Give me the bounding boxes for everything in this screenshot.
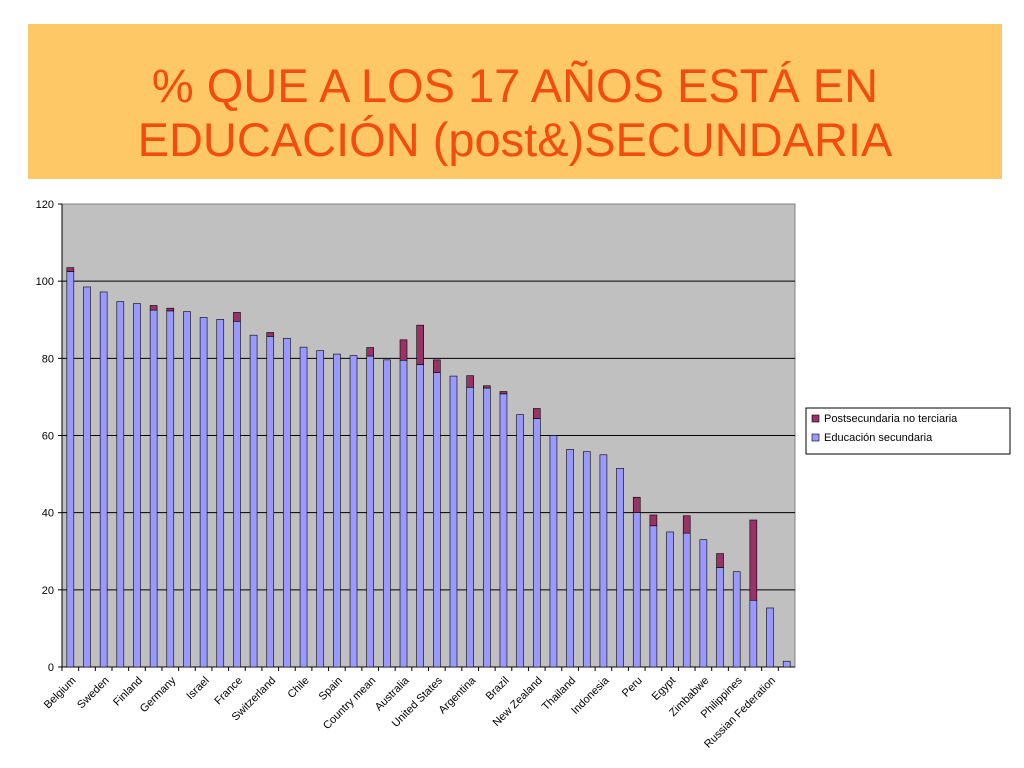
bar-secundaria <box>732 571 741 668</box>
bar-secundaria <box>632 512 641 668</box>
category-label: Sweden <box>75 675 112 712</box>
category-label: Brazil <box>484 675 512 703</box>
bar-postsecundaria <box>233 312 241 322</box>
bar-postsecundaria <box>632 496 641 513</box>
legend-swatch <box>811 414 820 423</box>
bar-postsecundaria <box>716 553 724 568</box>
bar-secundaria <box>782 660 791 668</box>
bar-secundaria <box>566 449 574 668</box>
category-label: Israel <box>184 675 212 703</box>
bar-secundaria <box>316 350 325 668</box>
category-label: Indonesia <box>569 674 612 717</box>
bar-secundaria <box>116 301 125 668</box>
bar-secundaria <box>183 311 191 668</box>
y-tick-label: 0 <box>48 662 54 674</box>
title-banner: % QUE A LOS 17 AÑOS ESTÁ EN EDUCACIÓN (p… <box>28 24 1002 179</box>
bar-secundaria <box>283 337 291 668</box>
y-tick-label: 60 <box>42 431 54 443</box>
bar-postsecundaria <box>749 519 758 601</box>
bar-postsecundaria <box>399 339 408 361</box>
bar-secundaria <box>66 271 75 668</box>
bar-postsecundaria <box>682 515 691 534</box>
bar-secundaria <box>233 320 241 668</box>
bar-secundaria <box>299 346 308 668</box>
bar-secundaria <box>249 334 258 668</box>
y-tick-label: 40 <box>42 508 54 520</box>
bar-secundaria <box>266 336 275 668</box>
bar-secundaria <box>199 317 208 668</box>
bar-secundaria <box>516 414 524 668</box>
bar-postsecundaria <box>266 332 275 337</box>
bar-secundaria <box>582 451 591 668</box>
y-tick-label: 120 <box>36 199 54 211</box>
bar-secundaria <box>549 435 558 668</box>
bar-secundaria <box>699 539 708 668</box>
title-line-2: EDUCACIÓN (post&)SECUNDARIA <box>137 113 893 166</box>
bar-secundaria <box>499 393 508 668</box>
bar-secundaria <box>99 291 108 668</box>
bar-secundaria <box>466 386 474 668</box>
bar-postsecundaria <box>166 307 175 312</box>
title-line-1: % QUE A LOS 17 AÑOS ESTÁ EN <box>151 59 879 112</box>
bar-secundaria <box>616 467 624 668</box>
bar-secundaria <box>649 525 658 668</box>
y-tick-label: 80 <box>42 353 54 365</box>
bar-secundaria <box>449 375 458 668</box>
bar-secundaria <box>366 355 374 668</box>
y-tick-label: 100 <box>36 276 54 288</box>
bar-secundaria <box>749 599 758 668</box>
bar-postsecundaria <box>649 514 658 527</box>
bar-secundaria <box>149 309 158 668</box>
bar-secundaria <box>766 607 774 668</box>
bar-secundaria <box>383 359 391 668</box>
bar-secundaria <box>416 364 424 668</box>
bar-secundaria <box>333 353 341 668</box>
bar-secundaria <box>133 303 141 668</box>
legend-label: Educación secundaria <box>824 432 933 444</box>
bar-secundaria <box>483 387 491 668</box>
legend <box>805 407 1011 455</box>
bar-postsecundaria <box>483 385 491 389</box>
category-label: Belgium <box>42 675 79 712</box>
legend-label: Postsecundaria no terciaria <box>824 413 958 425</box>
bar-secundaria <box>349 355 358 668</box>
category-label: Spain <box>317 675 345 703</box>
bar-secundaria <box>433 372 441 668</box>
bar-secundaria <box>599 454 608 668</box>
bar-secundaria <box>666 531 674 668</box>
bar-postsecundaria <box>499 391 508 395</box>
bar-secundaria <box>83 286 91 668</box>
bar-postsecundaria <box>66 267 75 272</box>
bar-secundaria <box>716 567 724 668</box>
category-label: Peru <box>620 675 645 700</box>
bar-postsecundaria <box>416 324 424 365</box>
legend-swatch <box>811 433 820 442</box>
bar-secundaria <box>682 532 691 668</box>
bar-postsecundaria <box>366 347 374 357</box>
category-label: Egypt <box>650 675 678 703</box>
bar-secundaria <box>166 310 175 668</box>
bar-secundaria <box>216 319 225 668</box>
bar-postsecundaria <box>433 359 441 373</box>
bar-secundaria <box>399 359 408 668</box>
category-label: Chile <box>285 675 311 701</box>
category-label: France <box>212 675 245 708</box>
bar-postsecundaria <box>466 375 474 388</box>
bar-postsecundaria <box>532 408 541 419</box>
bar-postsecundaria <box>149 305 158 311</box>
bar-secundaria <box>532 418 541 668</box>
y-tick-label: 20 <box>42 585 54 597</box>
category-label: Argentina <box>436 674 478 716</box>
category-label: Germany <box>138 674 179 715</box>
